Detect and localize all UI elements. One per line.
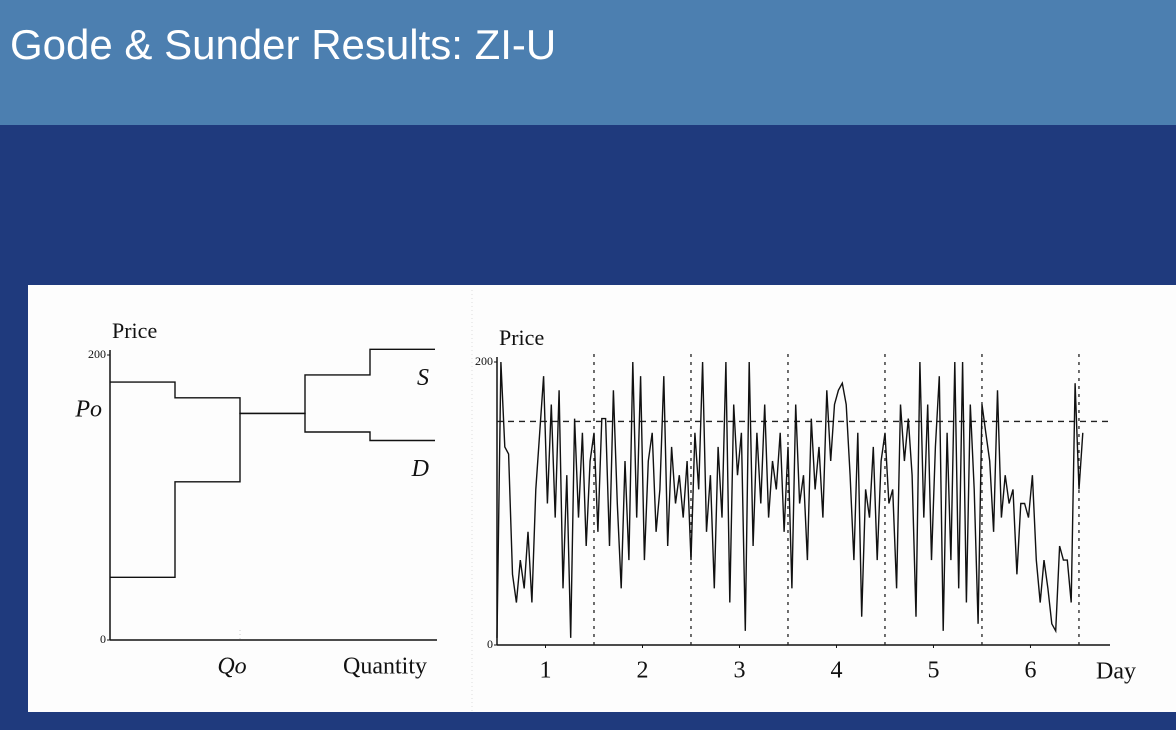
- series-label: S: [417, 365, 429, 391]
- series-line: [110, 381, 435, 442]
- x-axis-label: Day: [1096, 659, 1136, 685]
- y-tick-label: 0: [100, 632, 106, 646]
- header-band: [0, 0, 1176, 125]
- y-axis-label: Price: [499, 325, 544, 350]
- figure-panel: [28, 285, 1176, 712]
- slide-title: Gode & Sunder Results: ZI-U: [10, 21, 556, 68]
- series-line: [496, 361, 1084, 638]
- y-tick-label: 200: [88, 347, 106, 361]
- annotation: Qo: [217, 654, 246, 680]
- y-tick-label: 200: [475, 354, 493, 368]
- series-label: D: [411, 456, 429, 482]
- x-tick-label: 4: [830, 658, 842, 684]
- y-tick-label: 0: [487, 637, 493, 651]
- x-tick-label: 2: [636, 658, 648, 684]
- y-axis-label: Price: [112, 318, 157, 343]
- x-tick-label: 1: [539, 658, 551, 684]
- x-tick-label: 6: [1024, 658, 1036, 684]
- annotation: Po: [74, 396, 102, 422]
- x-tick-label: 3: [733, 658, 745, 684]
- x-tick-label: 5: [927, 658, 939, 684]
- x-axis-label: Quantity: [343, 654, 427, 680]
